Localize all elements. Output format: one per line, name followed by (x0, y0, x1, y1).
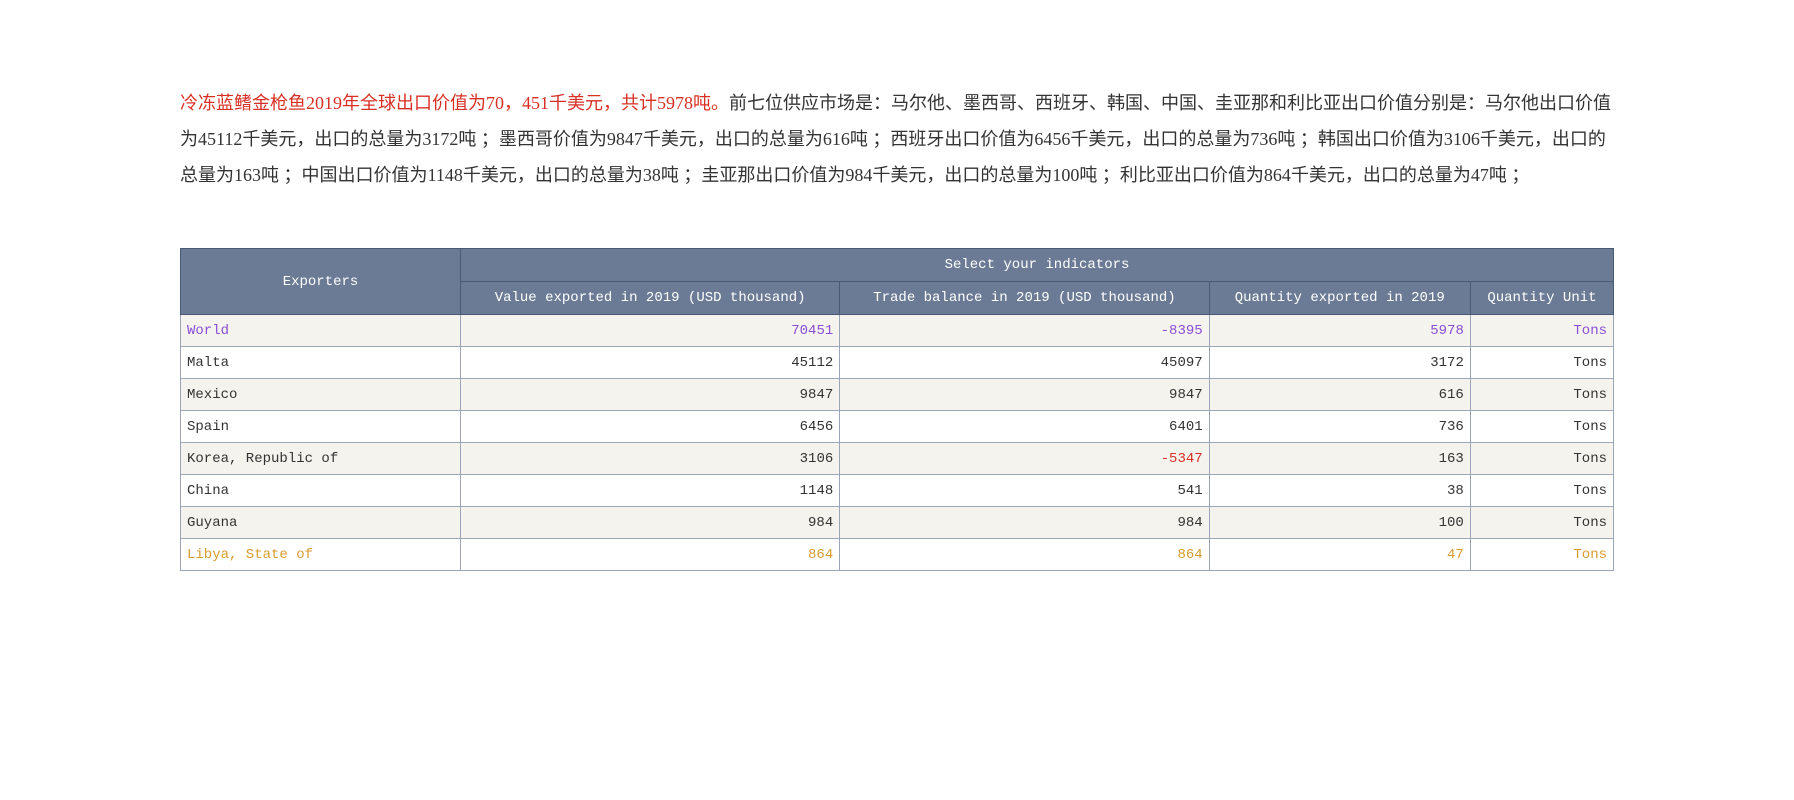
cell-unit: Tons (1470, 411, 1613, 443)
cell-value: 45112 (461, 347, 840, 379)
cell-balance: 541 (840, 475, 1209, 507)
col-header-qty: Quantity exported in 2019 (1209, 282, 1470, 315)
description-paragraph: 冷冻蓝鳍金枪鱼2019年全球出口价值为70，451千美元，共计5978吨。前七位… (180, 85, 1614, 193)
cell-qty: 47 (1209, 539, 1470, 571)
col-header-exporters: Exporters (181, 249, 461, 315)
cell-balance: 45097 (840, 347, 1209, 379)
cell-exporter: China (181, 475, 461, 507)
cell-qty: 616 (1209, 379, 1470, 411)
cell-exporter: Spain (181, 411, 461, 443)
cell-unit: Tons (1470, 475, 1613, 507)
cell-balance: -8395 (840, 315, 1209, 347)
cell-unit: Tons (1470, 443, 1613, 475)
cell-exporter: Malta (181, 347, 461, 379)
cell-value: 1148 (461, 475, 840, 507)
table-row: Malta45112450973172Tons (181, 347, 1614, 379)
cell-exporter: Korea, Republic of (181, 443, 461, 475)
export-table: Exporters Select your indicators Value e… (180, 248, 1614, 571)
cell-qty: 100 (1209, 507, 1470, 539)
table-row: Spain64566401736Tons (181, 411, 1614, 443)
cell-unit: Tons (1470, 507, 1613, 539)
cell-exporter: Libya, State of (181, 539, 461, 571)
col-header-unit: Quantity Unit (1470, 282, 1613, 315)
table-row: World70451-83955978Tons (181, 315, 1614, 347)
cell-exporter: World (181, 315, 461, 347)
table-row: Mexico98479847616Tons (181, 379, 1614, 411)
cell-qty: 5978 (1209, 315, 1470, 347)
table-row: Libya, State of86486447Tons (181, 539, 1614, 571)
description-highlight: 冷冻蓝鳍金枪鱼2019年全球出口价值为70，451千美元，共计5978吨。 (180, 93, 729, 113)
cell-balance: 984 (840, 507, 1209, 539)
cell-qty: 736 (1209, 411, 1470, 443)
cell-value: 984 (461, 507, 840, 539)
table-body: World70451-83955978TonsMalta451124509731… (181, 315, 1614, 571)
table-row: China114854138Tons (181, 475, 1614, 507)
cell-balance: 6401 (840, 411, 1209, 443)
cell-value: 6456 (461, 411, 840, 443)
table-row: Guyana984984100Tons (181, 507, 1614, 539)
cell-exporter: Mexico (181, 379, 461, 411)
table-row: Korea, Republic of3106-5347163Tons (181, 443, 1614, 475)
cell-unit: Tons (1470, 315, 1613, 347)
cell-value: 3106 (461, 443, 840, 475)
col-header-balance: Trade balance in 2019 (USD thousand) (840, 282, 1209, 315)
cell-unit: Tons (1470, 539, 1613, 571)
cell-balance: 9847 (840, 379, 1209, 411)
cell-qty: 3172 (1209, 347, 1470, 379)
col-header-group: Select your indicators (461, 249, 1614, 282)
cell-qty: 163 (1209, 443, 1470, 475)
cell-value: 70451 (461, 315, 840, 347)
cell-qty: 38 (1209, 475, 1470, 507)
cell-balance: 864 (840, 539, 1209, 571)
cell-unit: Tons (1470, 347, 1613, 379)
cell-value: 864 (461, 539, 840, 571)
cell-balance: -5347 (840, 443, 1209, 475)
col-header-value: Value exported in 2019 (USD thousand) (461, 282, 840, 315)
cell-value: 9847 (461, 379, 840, 411)
cell-exporter: Guyana (181, 507, 461, 539)
cell-unit: Tons (1470, 379, 1613, 411)
